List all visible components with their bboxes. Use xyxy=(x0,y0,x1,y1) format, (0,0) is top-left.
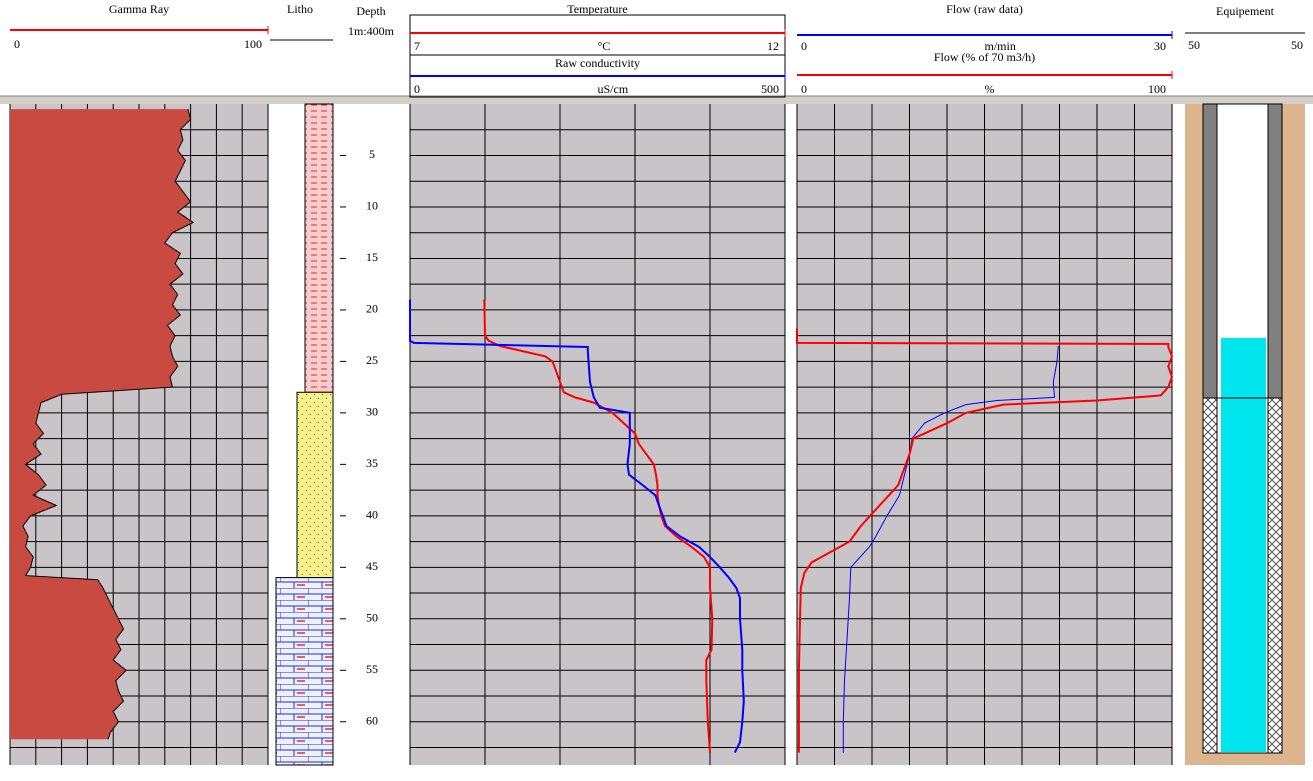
depth-label: 25 xyxy=(366,353,378,367)
curve xyxy=(796,328,1174,753)
depth-label: 10 xyxy=(366,199,378,213)
series-name: Temperature xyxy=(567,2,627,16)
depth-label: 55 xyxy=(366,662,378,676)
scale-max: 100 xyxy=(244,37,262,51)
curve xyxy=(409,299,745,754)
litho-layer xyxy=(296,391,334,579)
litho-layer xyxy=(304,103,334,393)
depth-label: 15 xyxy=(366,250,378,264)
series-name: Flow (% of 70 m3/h) xyxy=(934,50,1035,64)
curve xyxy=(842,345,1059,753)
curve xyxy=(483,299,714,753)
water xyxy=(1221,338,1266,752)
series-name: Flow (raw data) xyxy=(946,2,1023,16)
casing xyxy=(1267,103,1283,399)
scale-max: 12 xyxy=(767,39,779,53)
scale-max: 50 xyxy=(1291,38,1303,52)
scale-min: 0 xyxy=(801,39,807,53)
scale-max: 500 xyxy=(761,82,779,96)
depth-label: 45 xyxy=(366,559,378,573)
depth-label: 5 xyxy=(369,147,375,161)
depth-label: 60 xyxy=(366,714,378,728)
depth-label: 20 xyxy=(366,302,378,316)
scale-max: 30 xyxy=(1154,39,1166,53)
screen xyxy=(1202,397,1218,754)
track-title: Gamma Ray xyxy=(109,2,169,16)
scale-min: 50 xyxy=(1188,38,1200,52)
litho-layer xyxy=(275,577,334,766)
depth-label: 30 xyxy=(366,405,378,419)
scale-min: 0 xyxy=(14,37,20,51)
track-title: Litho xyxy=(287,2,313,16)
depth-label: 50 xyxy=(366,611,378,625)
curve xyxy=(22,108,195,740)
scale-unit: % xyxy=(985,82,995,96)
scale-max: 100 xyxy=(1148,82,1166,96)
series-name: Raw conductivity xyxy=(555,56,640,70)
header-separator xyxy=(0,96,1313,104)
scale-min: 0 xyxy=(414,82,420,96)
gap xyxy=(785,104,797,765)
track-title: Equipement xyxy=(1216,4,1275,18)
screen xyxy=(1267,397,1283,754)
depth-label: 35 xyxy=(366,456,378,470)
depth-scale: 1m:400m xyxy=(348,24,395,38)
scale-min: 7 xyxy=(414,39,420,53)
scale-unit: m/min xyxy=(985,39,1016,53)
track-title: Depth xyxy=(356,4,385,18)
depth-label: 40 xyxy=(366,508,378,522)
scale-unit: °C xyxy=(598,39,611,53)
temp-header-box xyxy=(409,14,786,98)
scale-unit: uS/cm xyxy=(598,82,629,96)
scale-min: 0 xyxy=(801,82,807,96)
casing xyxy=(1202,103,1218,399)
gamma-fill xyxy=(10,109,194,740)
track-bg xyxy=(410,104,785,765)
